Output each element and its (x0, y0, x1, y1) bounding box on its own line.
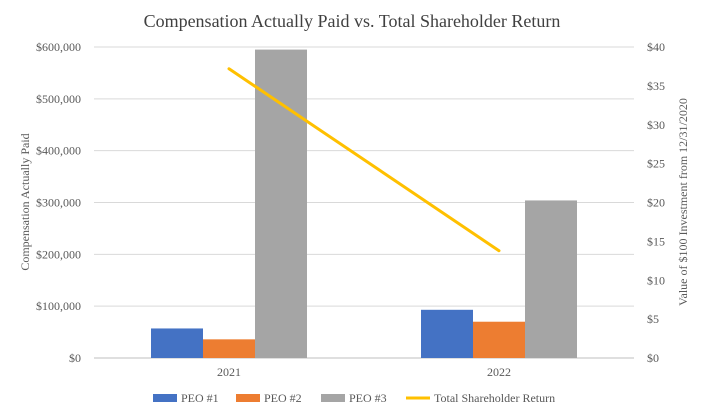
y-tick-label-right: $15 (647, 234, 665, 248)
y-tick-label-right: $0 (647, 351, 659, 365)
bar-peo-3-2022 (525, 200, 577, 358)
chart-title: Compensation Actually Paid vs. Total Sha… (144, 11, 561, 31)
y-tick-label-left: $500,000 (36, 92, 81, 106)
legend-item: PEO #1 (153, 391, 219, 405)
y-tick-label-right: $5 (647, 312, 659, 326)
legend-swatch (321, 394, 345, 402)
y-tick-label-left: $100,000 (36, 299, 81, 313)
y-tick-label-right: $30 (647, 118, 665, 132)
y-tick-label-left: $200,000 (36, 247, 81, 261)
y-tick-label-left: $600,000 (36, 40, 81, 54)
y-tick-label-right: $25 (647, 157, 665, 171)
x-axis-ticks: 2021 2022 (217, 365, 511, 379)
legend-item: PEO #2 (236, 391, 302, 405)
bar-peo-2-2021 (203, 339, 255, 358)
bar-peo-1-2021 (151, 328, 203, 358)
legend-label: PEO #1 (181, 391, 219, 405)
bar-peo-3-2021 (255, 49, 307, 358)
bar-peo-2-2022 (473, 321, 525, 358)
y-tick-label-right: $35 (647, 79, 665, 93)
y-axis-right-label: Value of $100 Investment from 12/31/2020 (676, 98, 690, 306)
line-total-shareholder-return (227, 67, 501, 253)
legend-swatch (236, 394, 260, 402)
legend-label: PEO #2 (264, 391, 302, 405)
y-axis-left-ticks: $0 $100,000 $200,000 $300,000 $400,000 $500,0… (36, 40, 81, 365)
gridlines (94, 46, 634, 359)
x-tick-label: 2022 (487, 365, 511, 379)
legend-swatch (153, 394, 177, 402)
legend-item: PEO #3 (321, 391, 387, 405)
bar-peo-1-2022 (421, 309, 473, 358)
legend: PEO #1 PEO #2 PEO #3 Total Shareholder Retu… (153, 391, 555, 405)
lines (227, 67, 501, 253)
y-axis-left-label: Compensation Actually Paid (18, 133, 32, 270)
legend-label: Total Shareholder Return (434, 391, 555, 405)
y-tick-label-left: $300,000 (36, 196, 81, 210)
y-tick-label-right: $10 (647, 273, 665, 287)
y-tick-label-left: $400,000 (36, 144, 81, 158)
y-tick-label-right: $20 (647, 196, 665, 210)
y-tick-label-left: $0 (69, 351, 81, 365)
y-tick-label-right: $40 (647, 40, 665, 54)
x-tick-label: 2021 (217, 365, 241, 379)
legend-label: PEO #3 (349, 391, 387, 405)
legend-item: Total Shareholder Return (406, 391, 555, 405)
bars (151, 49, 577, 358)
y-axis-right-ticks: $0 $5 $10 $15 $20 $25 $30 $35 $40 (647, 40, 665, 365)
